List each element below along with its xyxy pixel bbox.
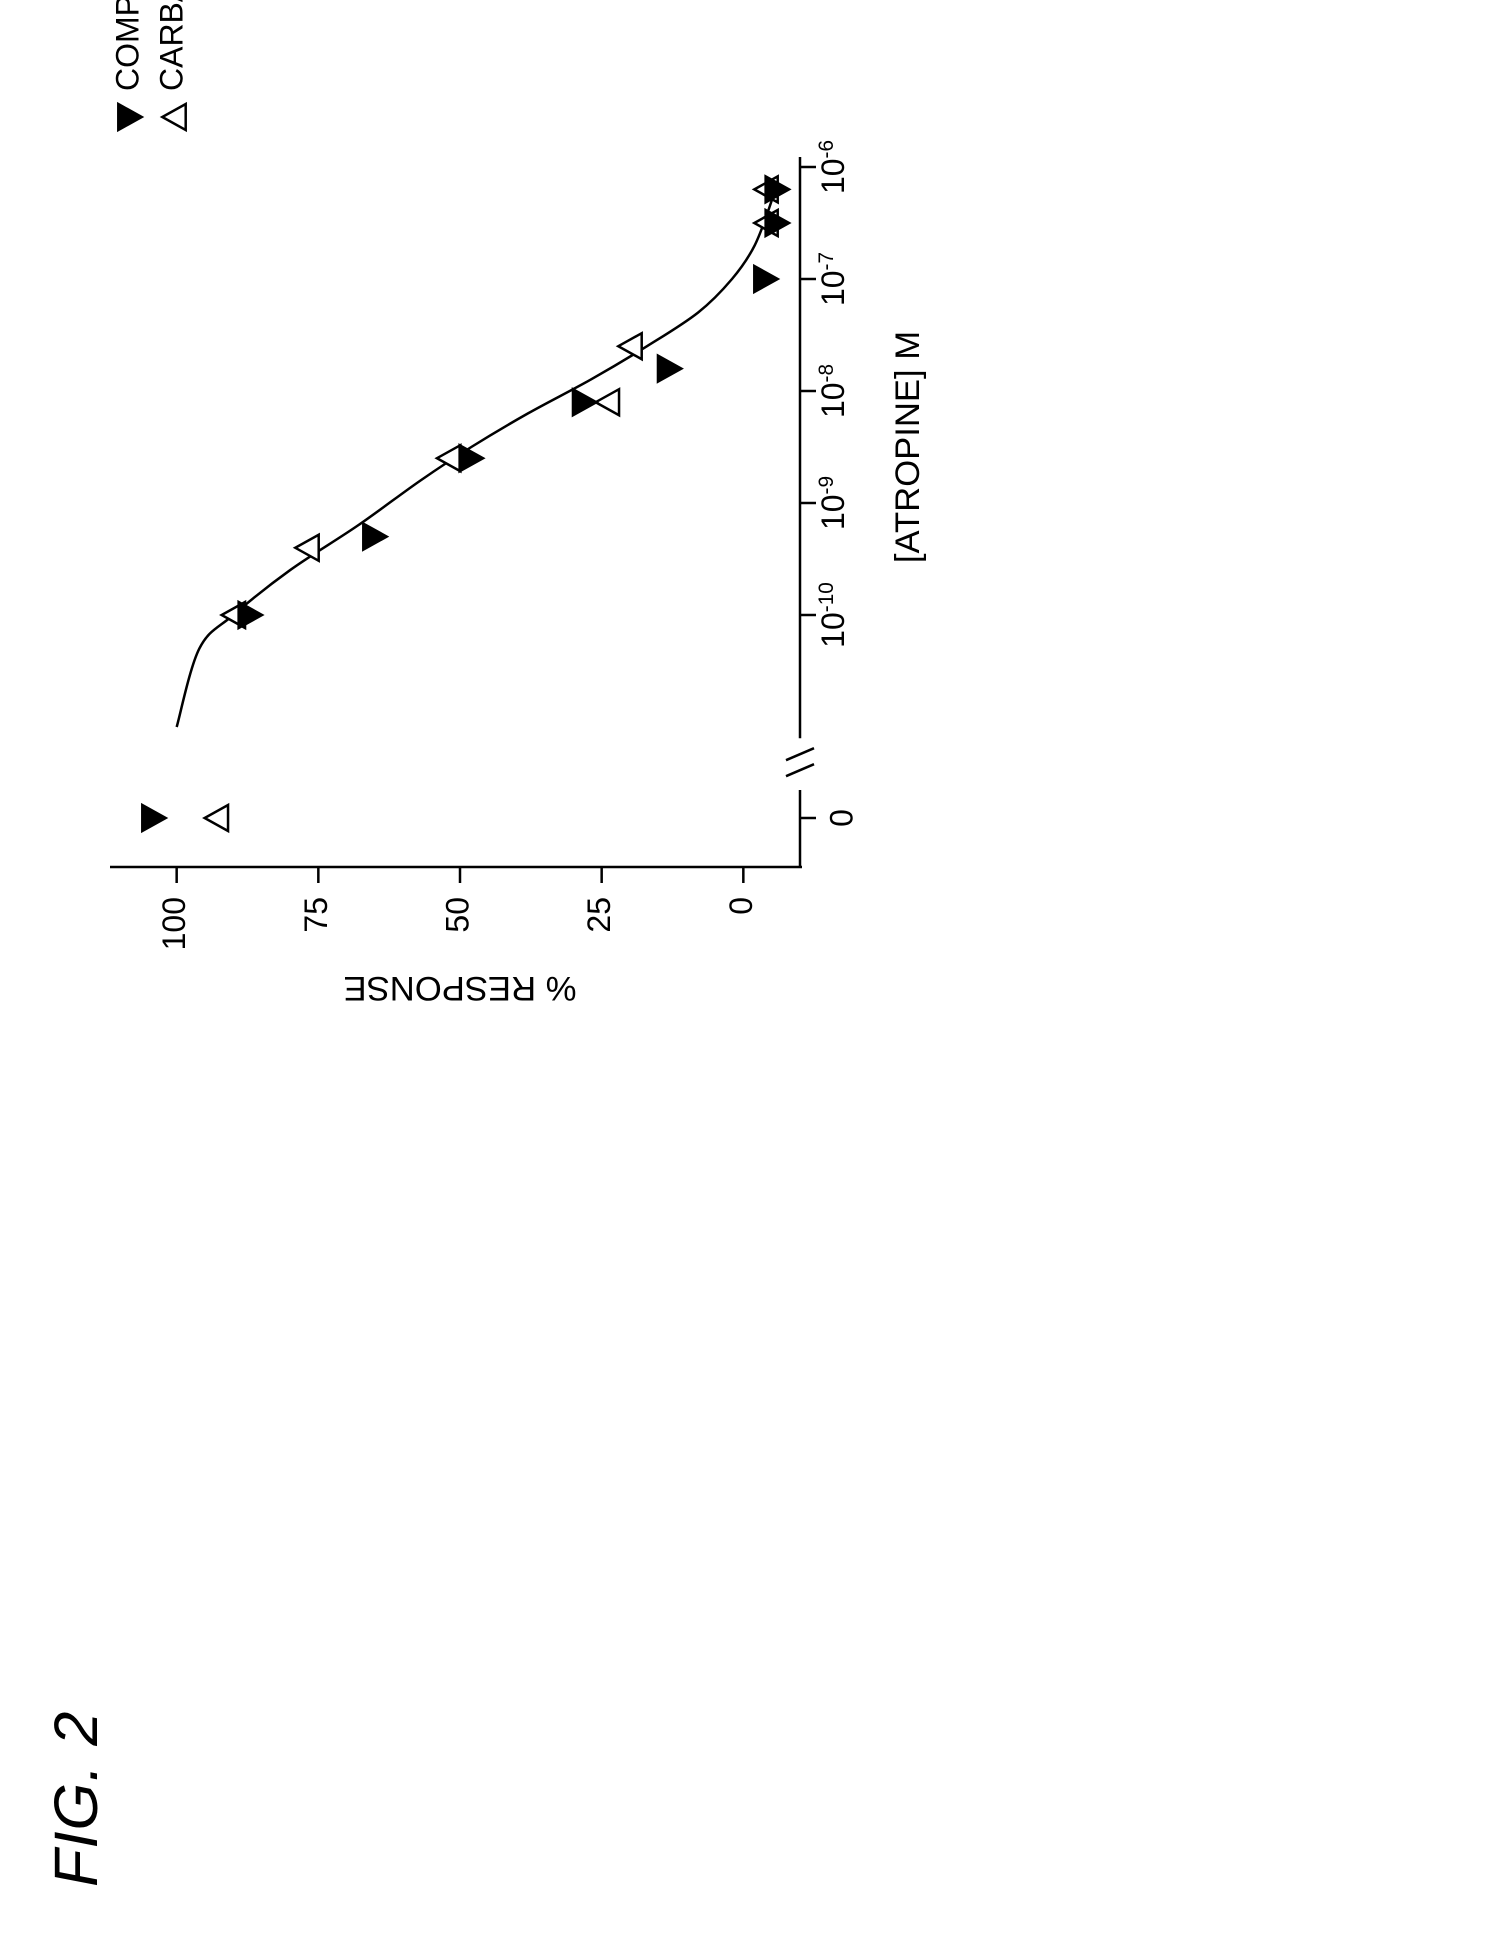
- data-point: [295, 535, 318, 561]
- legend-marker: [162, 104, 185, 130]
- svg-text:10-10: 10-10: [815, 582, 852, 648]
- data-point: [142, 805, 165, 831]
- svg-text:100: 100: [156, 897, 192, 950]
- svg-text:25: 25: [581, 897, 617, 933]
- y-axis-label: % RESPONSE: [343, 969, 576, 1007]
- data-point: [460, 445, 483, 471]
- data-point: [205, 805, 228, 831]
- svg-text:0: 0: [723, 897, 759, 915]
- svg-text:10-6: 10-6: [815, 140, 852, 194]
- legend-label: COMPOUND A: [109, 0, 145, 91]
- svg-text:10-9: 10-9: [815, 476, 852, 530]
- response-vs-atropine-chart: 0 25 50 75 100 0 10-10 10-9 10-8 10-7 10-6 [ATROPIN…: [0, 0, 1499, 1947]
- legend-marker: [118, 104, 141, 130]
- data-point: [239, 602, 262, 628]
- data-point: [363, 524, 386, 550]
- data-point: [754, 266, 777, 292]
- series-compound-a: [142, 176, 789, 831]
- fit-curve: [177, 178, 778, 727]
- legend: COMPOUND ACARBACHOL: [109, 0, 189, 130]
- x-ticks: 0 10-10 10-9 10-8 10-7 10-6: [800, 140, 859, 827]
- data-point: [573, 389, 596, 415]
- data-point: [658, 356, 681, 382]
- series-carbachol: [205, 176, 778, 831]
- svg-text:10-8: 10-8: [815, 364, 852, 418]
- y-ticks: 0 25 50 75 100: [156, 867, 759, 950]
- data-point: [596, 389, 619, 415]
- axes: [110, 157, 814, 867]
- svg-text:0: 0: [823, 809, 859, 827]
- legend-label: CARBACHOL: [153, 0, 189, 91]
- x-axis-label: [ATROPINE] M: [889, 331, 927, 563]
- svg-text:10-7: 10-7: [815, 252, 852, 306]
- svg-text:50: 50: [439, 897, 475, 933]
- svg-text:75: 75: [298, 897, 334, 933]
